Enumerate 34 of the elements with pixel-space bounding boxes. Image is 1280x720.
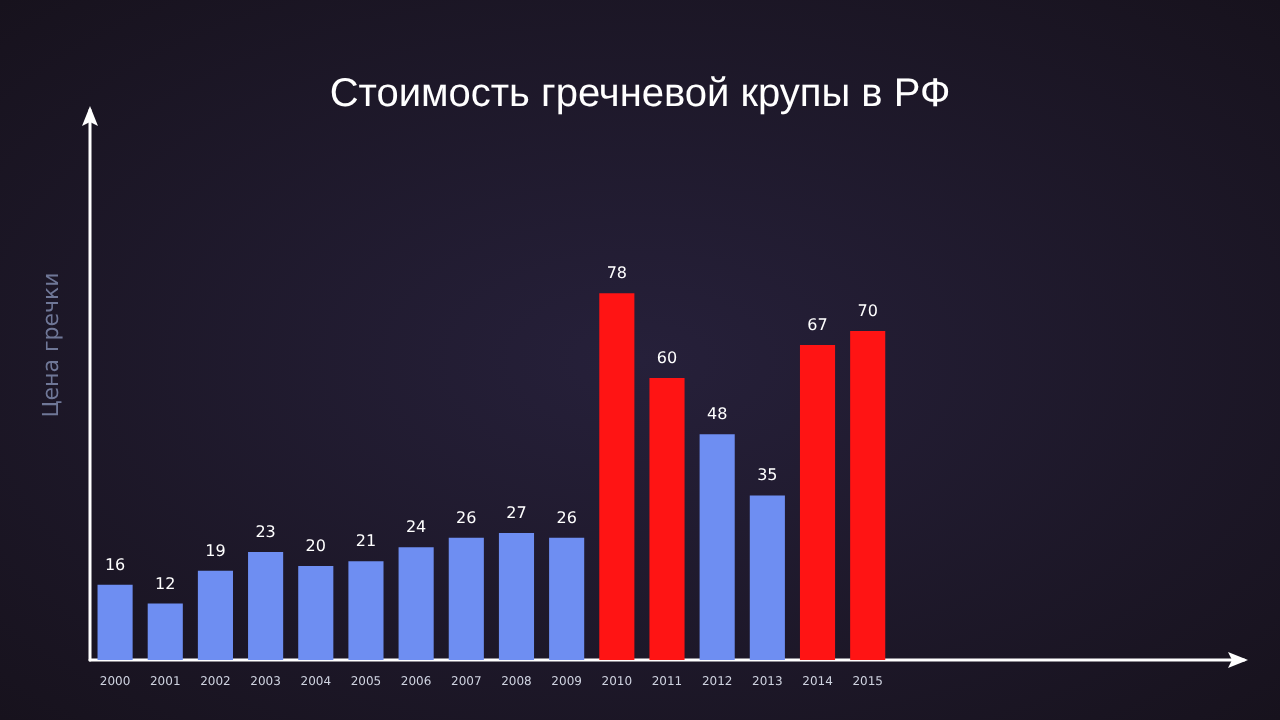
bar	[498, 533, 535, 660]
data-label: 78	[606, 264, 628, 283]
data-label: 70	[857, 301, 878, 320]
bar	[147, 603, 183, 660]
bar	[97, 584, 133, 660]
bar	[197, 570, 233, 660]
bar	[398, 547, 434, 660]
data-label: 35	[757, 466, 778, 485]
bar	[348, 561, 384, 660]
data-label: 19	[205, 541, 226, 560]
data-label: 23	[255, 522, 276, 541]
data-label: 16	[104, 555, 126, 574]
bar	[699, 434, 735, 660]
data-label: 60	[656, 348, 678, 367]
bar	[850, 330, 886, 660]
data-label: 27	[506, 504, 527, 523]
chart-title: Стоимость гречневой крупы в РФ	[329, 72, 951, 116]
data-label: 24	[405, 518, 427, 537]
bar	[799, 345, 836, 660]
bar	[248, 551, 284, 660]
data-label: 48	[706, 405, 728, 424]
bar	[749, 495, 785, 660]
bar	[298, 565, 334, 660]
data-label: 26	[456, 508, 477, 527]
bar	[549, 537, 585, 660]
data-label: 21	[355, 532, 377, 551]
data-label: 26	[556, 508, 577, 527]
bar	[599, 293, 635, 660]
data-label: 67	[807, 316, 828, 335]
data-label: 20	[305, 536, 326, 555]
data-label: 12	[155, 574, 176, 593]
y-axis-title: Цена гречки	[38, 272, 64, 418]
bar	[649, 377, 685, 660]
bar	[448, 537, 484, 660]
